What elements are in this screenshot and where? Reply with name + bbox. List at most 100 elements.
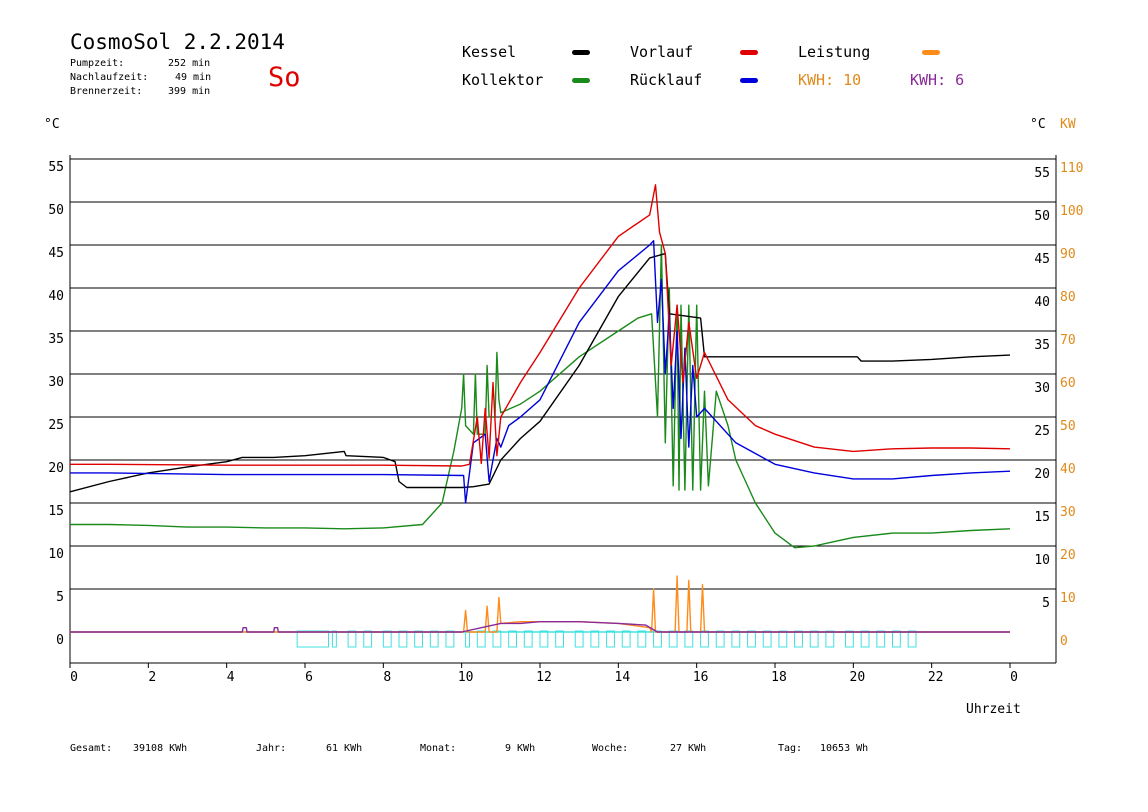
pump-block (715, 630, 725, 648)
chart-gridlines (69, 155, 1057, 668)
legend-kwh-2: KWH: 6 (910, 71, 965, 89)
pump-block (331, 630, 337, 648)
pump-block (523, 630, 533, 648)
series-kollektor-line (70, 244, 1011, 549)
pump-block (363, 630, 373, 648)
pump-block (762, 630, 772, 648)
y-right-tick-label: 10 (1034, 553, 1050, 568)
pump-block (445, 630, 455, 648)
pump-block (492, 630, 502, 648)
y-right-kw-tick-label: 20 (1060, 548, 1076, 563)
weekday-label: So (268, 62, 301, 93)
pump-block (731, 630, 741, 648)
y-left-tick-label: 35 (48, 332, 64, 347)
y-left-tick-label: 50 (48, 203, 64, 218)
y-left-tick-label: 5 (56, 590, 64, 605)
y-left-tick-label: 40 (48, 289, 64, 304)
stat-brennerzeit-label: Brennerzeit: (70, 86, 143, 97)
pump-block (747, 630, 756, 648)
x-tick-label: 4 (227, 670, 235, 685)
pump-block (653, 630, 662, 648)
footer-jahr-value: 61 KWh (326, 743, 363, 754)
pump-block (296, 630, 329, 648)
series-r-cklauf-line (70, 239, 1011, 504)
y-left-tick-label: 55 (48, 160, 64, 175)
footer-jahr-label: Jahr: (256, 743, 287, 754)
y-left-tick-label: 10 (48, 547, 64, 562)
pump-block (465, 630, 471, 648)
x-tick-label: 22 (928, 670, 944, 685)
right-axis-unit-kw: KW (1060, 117, 1076, 132)
y-right-tick-label: 20 (1034, 467, 1050, 482)
footer-monat-value: 9 KWh (505, 743, 536, 754)
pump-block (606, 630, 615, 648)
legend-vorlauf-swatch (740, 50, 758, 55)
y-right-tick-label: 40 (1034, 295, 1050, 310)
pump-block (845, 630, 854, 648)
y-right-kw-tick-label: 50 (1060, 419, 1076, 434)
pump-block (825, 630, 835, 648)
y-right-kw-tick-label: 90 (1060, 247, 1076, 262)
pump-block (892, 630, 901, 648)
pump-block (794, 630, 803, 648)
pump-block (809, 630, 819, 648)
y-right-tick-label: 55 (1034, 166, 1050, 181)
y-right-tick-label: 25 (1034, 424, 1050, 439)
series-kessel-line (69, 252, 1011, 493)
y-left-tick-label: 0 (56, 633, 64, 648)
footer-gesamt-label: Gesamt: (70, 743, 113, 754)
footer-tag-value: 10653 Wh (820, 743, 869, 754)
pump-block (590, 630, 600, 648)
pump-block (876, 630, 886, 648)
pump-block (574, 630, 584, 648)
footer-gesamt-value: 39108 KWh (133, 743, 188, 754)
legend-kollektor: Kollektor (462, 71, 544, 89)
y-left-tick-label: 15 (48, 504, 64, 519)
legend-kollektor-swatch (572, 78, 590, 83)
left-axis-unit: °C (44, 117, 60, 132)
stat-nachlaufzeit-value: 49 min (175, 72, 212, 83)
x-tick-label: 0 (70, 670, 78, 685)
y-right-tick-label: 15 (1034, 510, 1050, 525)
legend-kessel-swatch (572, 50, 590, 55)
stat-pumpzeit-value: 252 min (168, 58, 211, 69)
series-vorlauf-line (70, 184, 1011, 467)
x-tick-label: 0 (1010, 670, 1018, 685)
y-right-tick-label: 5 (1042, 596, 1050, 611)
x-tick-label: 18 (771, 670, 787, 685)
legend-leistung-swatch (922, 50, 940, 55)
y-right-kw-tick-label: 100 (1060, 204, 1083, 219)
pump-block (398, 630, 408, 648)
x-tick-label: 2 (148, 670, 156, 685)
legend-ruecklauf: Rücklauf (630, 71, 703, 89)
stat-pumpzeit-label: Pumpzeit: (70, 58, 125, 69)
x-tick-label: 16 (693, 670, 709, 685)
x-tick-label: 10 (458, 670, 474, 685)
x-tick-label: 6 (305, 670, 313, 685)
pump-block (429, 630, 439, 648)
legend-leistung: Leistung (798, 43, 871, 61)
y-right-kw-tick-label: 40 (1060, 462, 1076, 477)
pump-block (382, 630, 392, 648)
footer-monat-label: Monat: (420, 743, 457, 754)
pump-block (621, 630, 631, 648)
footer-woche-value: 27 KWh (670, 743, 707, 754)
series-leistung-line (70, 575, 1010, 633)
y-left-tick-label: 30 (48, 375, 64, 390)
y-right-tick-label: 30 (1034, 381, 1050, 396)
x-tick-label: 12 (536, 670, 552, 685)
y-right-kw-tick-label: 60 (1060, 376, 1076, 391)
y-right-tick-label: 45 (1034, 252, 1050, 267)
y-right-kw-tick-label: 0 (1060, 634, 1068, 649)
legend-kessel: Kessel (462, 43, 517, 61)
chart-tick-labels: 0510152025303540455055510152025303540455… (48, 160, 1083, 685)
pump-block (700, 630, 709, 648)
y-right-tick-label: 35 (1034, 338, 1050, 353)
pump-block (778, 630, 788, 648)
footer-woche-label: Woche: (592, 743, 629, 754)
pump-block (860, 630, 870, 648)
y-right-kw-tick-label: 80 (1060, 290, 1076, 305)
y-left-tick-label: 25 (48, 418, 64, 433)
x-tick-label: 8 (383, 670, 391, 685)
pump-block (539, 630, 549, 648)
